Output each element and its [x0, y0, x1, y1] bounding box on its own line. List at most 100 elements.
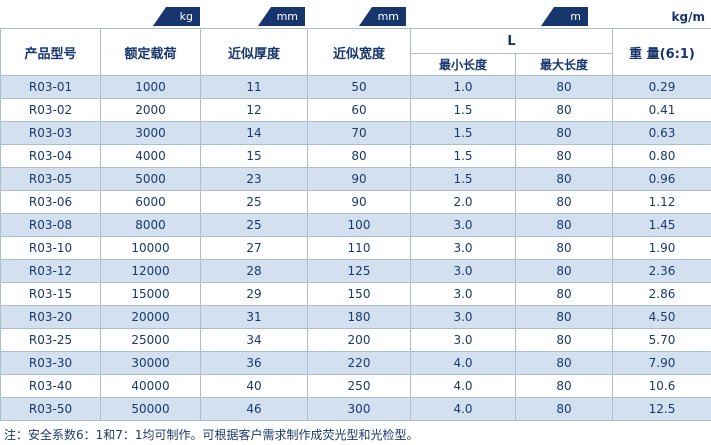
- table-cell: 2.0: [410, 190, 516, 214]
- table-cell: 2.86: [612, 282, 711, 306]
- table-row: R03-01 1000 11 50 1.0 80 0.29: [0, 75, 711, 99]
- table-row: R03-03 3000 14 70 1.5 80 0.63: [0, 121, 711, 145]
- table-cell: 25000: [100, 328, 201, 352]
- table-cell: 12000: [100, 259, 201, 283]
- table-cell: 200: [307, 328, 411, 352]
- table-cell: 30000: [100, 351, 201, 375]
- table-cell: 0.96: [612, 167, 711, 191]
- table-cell: 3000: [100, 121, 201, 145]
- table-body: R03-01 1000 11 50 1.0 80 0.29 R03-02 2000 12 60 1.5…: [0, 75, 711, 421]
- table-cell: R03-08: [0, 213, 101, 237]
- table-row: R03-10 10000 27 110 3.0 80 1.90: [0, 236, 711, 260]
- table-cell: 80: [514, 75, 614, 99]
- table-cell: 1.0: [410, 75, 516, 99]
- table-cell: 3.0: [410, 305, 516, 329]
- table-cell: 80: [514, 305, 614, 329]
- table-cell: R03-03: [0, 121, 101, 145]
- table-cell: 150: [307, 282, 411, 306]
- table-cell: 40: [200, 374, 308, 398]
- table-cell: 31: [200, 305, 308, 329]
- table-cell: 80: [307, 144, 411, 168]
- table-row: R03-20 20000 31 180 3.0 80 4.50: [0, 305, 711, 329]
- units-bar: kg mm mm m kg/m: [0, 0, 711, 28]
- unit-flag-kg: kg: [153, 7, 200, 26]
- table-cell: 80: [514, 144, 614, 168]
- table-row: R03-04 4000 15 80 1.5 80 0.80: [0, 144, 711, 168]
- table-cell: 40000: [100, 374, 201, 398]
- table-cell: 100: [307, 213, 411, 237]
- table-cell: 80: [514, 328, 614, 352]
- table-cell: 0.29: [612, 75, 711, 99]
- table-cell: 180: [307, 305, 411, 329]
- table-cell: R03-25: [0, 328, 101, 352]
- table-cell: 4.0: [410, 351, 516, 375]
- table-cell: 4000: [100, 144, 201, 168]
- table-cell: 7.90: [612, 351, 711, 375]
- table-cell: 15: [200, 144, 308, 168]
- table-row: R03-25 25000 34 200 3.0 80 5.70: [0, 328, 711, 352]
- table-cell: 0.41: [612, 98, 711, 122]
- table-cell: 11: [200, 75, 308, 99]
- table-cell: 125: [307, 259, 411, 283]
- unit-flag-mm-thickness: mm: [258, 7, 305, 26]
- unit-label-kg-per-m: kg/m: [671, 10, 705, 24]
- table-cell: 80: [514, 282, 614, 306]
- table-cell: 3.0: [410, 236, 516, 260]
- unit-flag-mm-width: mm: [359, 7, 406, 26]
- unit-flag-m-length: m: [541, 7, 588, 26]
- table-cell: 1.5: [410, 167, 516, 191]
- table-cell: 27: [200, 236, 308, 260]
- table-header: 产品型号 额定载荷 近似厚度 近似宽度 L 重 量(6:1) 最小长度 最大长度: [0, 28, 711, 76]
- table-cell: R03-50: [0, 397, 101, 421]
- table-cell: 1.12: [612, 190, 711, 214]
- table-cell: 12.5: [612, 397, 711, 421]
- table-cell: R03-05: [0, 167, 101, 191]
- table-cell: 34: [200, 328, 308, 352]
- table-cell: 80: [514, 121, 614, 145]
- table-cell: 5.70: [612, 328, 711, 352]
- table-cell: 2000: [100, 98, 201, 122]
- table-row: R03-40 40000 40 250 4.0 80 10.6: [0, 374, 711, 398]
- table-cell: 15000: [100, 282, 201, 306]
- table-cell: 4.50: [612, 305, 711, 329]
- table-cell: 80: [514, 190, 614, 214]
- header-thickness: 近似厚度: [200, 28, 308, 76]
- table-cell: 90: [307, 167, 411, 191]
- table-cell: 1.5: [410, 98, 516, 122]
- table-row: R03-06 6000 25 90 2.0 80 1.12: [0, 190, 711, 214]
- header-load: 额定载荷: [100, 28, 201, 76]
- table-cell: 70: [307, 121, 411, 145]
- table-cell: 80: [514, 351, 614, 375]
- table-cell: R03-12: [0, 259, 101, 283]
- table-cell: 1.90: [612, 236, 711, 260]
- table-cell: 80: [514, 236, 614, 260]
- table-cell: R03-04: [0, 144, 101, 168]
- table-cell: 28: [200, 259, 308, 283]
- table-cell: 1000: [100, 75, 201, 99]
- table-cell: 80: [514, 213, 614, 237]
- table-cell: 3.0: [410, 259, 516, 283]
- table-cell: 1.45: [612, 213, 711, 237]
- table-cell: R03-01: [0, 75, 101, 99]
- table-cell: 50000: [100, 397, 201, 421]
- table-cell: 20000: [100, 305, 201, 329]
- table-cell: 46: [200, 397, 308, 421]
- table-cell: R03-30: [0, 351, 101, 375]
- table-cell: 80: [514, 374, 614, 398]
- table-cell: 10.6: [612, 374, 711, 398]
- table-cell: R03-20: [0, 305, 101, 329]
- table-cell: 220: [307, 351, 411, 375]
- table-cell: 4.0: [410, 374, 516, 398]
- spec-table: 产品型号 额定载荷 近似厚度 近似宽度 L 重 量(6:1) 最小长度 最大长度…: [0, 28, 711, 421]
- table-row: R03-08 8000 25 100 3.0 80 1.45: [0, 213, 711, 237]
- table-cell: 25: [200, 213, 308, 237]
- table-cell: 14: [200, 121, 308, 145]
- table-cell: 8000: [100, 213, 201, 237]
- header-min-length: 最小长度: [410, 53, 516, 76]
- table-row: R03-12 12000 28 125 3.0 80 2.36: [0, 259, 711, 283]
- table-cell: 80: [514, 397, 614, 421]
- table-cell: 12: [200, 98, 308, 122]
- table-cell: 300: [307, 397, 411, 421]
- table-row: R03-02 2000 12 60 1.5 80 0.41: [0, 98, 711, 122]
- footnote: 注：安全系数6：1和7：1均可制作。可根据客户需求制作成荧光型和光检型。: [4, 428, 419, 442]
